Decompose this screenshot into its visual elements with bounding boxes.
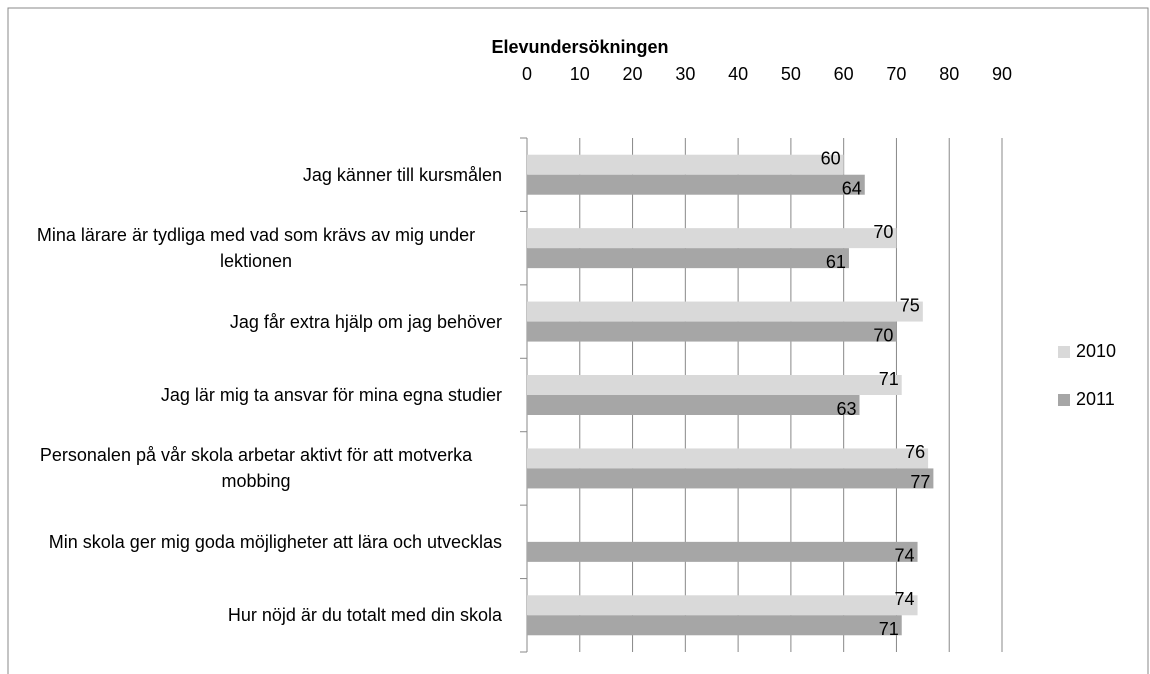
bar (527, 174, 865, 195)
bar (527, 228, 897, 249)
data-label: 76 (905, 442, 925, 462)
category-text: Min skola ger mig goda möjligheter att l… (48, 531, 502, 552)
data-label: 64 (842, 178, 862, 198)
bar (527, 541, 918, 562)
bar (527, 468, 934, 489)
category-text: Jag får extra hjälp om jag behöver (229, 311, 502, 332)
category-text: Jag lär mig ta ansvar för mina egna stud… (160, 385, 502, 405)
bar (527, 395, 860, 415)
category-text: Hur nöjd är du totalt med din skola (227, 605, 502, 626)
legend-swatch (1058, 346, 1070, 358)
x-tick-label: 70 (886, 64, 906, 84)
x-tick-label: 80 (939, 64, 959, 84)
x-tick-label: 30 (675, 64, 695, 84)
data-label: 63 (836, 399, 856, 419)
data-label: 77 (910, 472, 930, 492)
legend-swatch (1058, 394, 1070, 406)
data-label: 61 (826, 252, 846, 272)
bar (527, 448, 929, 469)
bar (527, 615, 902, 636)
y-tick-label: Hur nöjd är du totalt med din skola (10, 585, 502, 645)
chart-border (7, 7, 1149, 674)
y-tick-label: Jag känner till kursmålen (10, 145, 502, 205)
category-text: Jag känner till kursmålen (302, 164, 502, 185)
legend-label: 2011 (1076, 389, 1115, 409)
data-label: 70 (873, 222, 893, 242)
bar (527, 321, 897, 342)
y-tick-label: Personalen på vår skola arbetar aktivt f… (10, 438, 502, 498)
data-label: 74 (895, 589, 915, 609)
x-tick-label: 40 (728, 64, 748, 84)
data-label: 60 (821, 148, 841, 168)
data-label: 74 (895, 546, 915, 566)
category-text: Mina lärare är tydliga med vad som krävs… (36, 225, 476, 272)
y-tick-label: Min skola ger mig goda möjligheter att l… (10, 512, 502, 572)
x-tick-label: 0 (522, 64, 532, 84)
bar (527, 375, 902, 395)
y-tick-label: Mina lärare är tydliga med vad som krävs… (10, 218, 502, 278)
data-label: 70 (873, 325, 893, 345)
bar (527, 595, 918, 616)
category-text: Personalen på vår skola arbetar aktivt f… (39, 445, 473, 492)
data-label: 71 (879, 369, 899, 389)
x-tick-label: 20 (623, 64, 643, 84)
x-tick-label: 90 (992, 64, 1012, 84)
x-tick-label: 10 (570, 64, 590, 84)
x-tick-label: 50 (781, 64, 801, 84)
y-tick-label: Jag får extra hjälp om jag behöver (10, 292, 502, 352)
x-tick-label: 60 (834, 64, 854, 84)
bar (527, 248, 849, 269)
legend-label: 2010 (1076, 341, 1116, 361)
bar (527, 154, 844, 175)
data-label: 75 (900, 295, 920, 315)
bar (527, 301, 923, 322)
chart-title: Elevundersökningen (491, 37, 668, 57)
data-label: 71 (879, 619, 899, 639)
y-tick-label: Jag lär mig ta ansvar för mina egna stud… (10, 365, 502, 425)
